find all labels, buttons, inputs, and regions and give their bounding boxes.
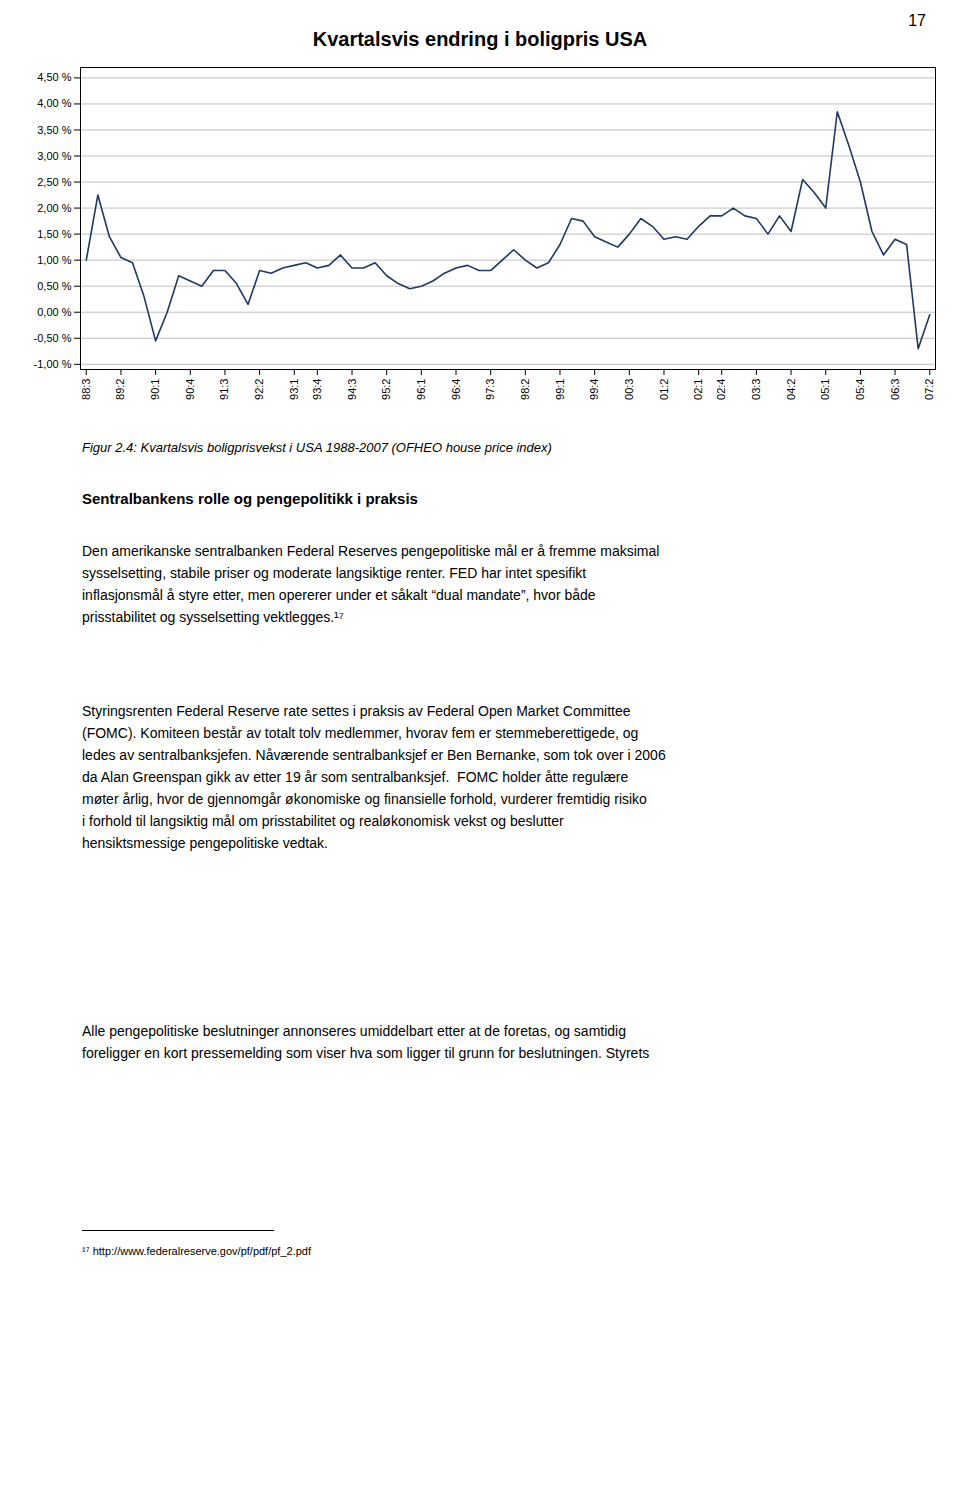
svg-text:96:4: 96:4 [450,379,462,400]
svg-text:05:4: 05:4 [854,379,866,400]
html-text:i forhold til langsiktig mål o: i forhold til langsiktig mål om prisstab… [82,813,564,829]
html-text:Den amerikanske sentralbanken: Den amerikanske sentralbanken Federal Re… [82,543,660,559]
svg-text:97:3: 97:3 [484,379,496,400]
html-text:17: 17 [908,12,926,29]
svg-text:93:4: 93:4 [311,379,323,400]
svg-text:04:2: 04:2 [785,379,797,400]
svg-text:02:4: 02:4 [715,379,727,400]
html-text:Styringsrenten Federal Reserve: Styringsrenten Federal Reserve rate sett… [82,703,631,719]
svg-text:94:3: 94:3 [346,379,358,400]
svg-text:4,50 %: 4,50 % [37,71,71,83]
svg-text:07:2: 07:2 [923,379,935,400]
html-text:foreligger en kort pressemeldi: foreligger en kort pressemelding som vis… [82,1045,650,1061]
svg-text:1,00 %: 1,00 % [37,254,71,266]
html-text:møter årlig, hvor de gjennomgå: møter årlig, hvor de gjennomgår økonomis… [82,791,647,807]
html-text:(FOMC). Komiteen består av tot: (FOMC). Komiteen består av totalt tolv m… [82,725,639,741]
svg-text:-0,50 %: -0,50 % [34,332,72,344]
html-text:Kvartalsvis endring i boligpri: Kvartalsvis endring i boligpris USA [312,28,648,50]
svg-text:90:1: 90:1 [149,379,161,400]
html-text:ledes av sentralbanksjefen. Nå: ledes av sentralbanksjefen. Nåværende se… [82,747,666,763]
svg-text:99:1: 99:1 [554,379,566,400]
svg-text:89:2: 89:2 [114,379,126,400]
svg-text:95:2: 95:2 [380,379,392,400]
svg-text:-1,00 %: -1,00 % [34,358,72,370]
html-text:da Alan Greenspan gikk av ette: da Alan Greenspan gikk av etter 19 år so… [82,769,629,785]
svg-text:96:1: 96:1 [415,379,427,400]
svg-text:3,50 %: 3,50 % [37,124,71,136]
svg-text:02:1: 02:1 [692,379,704,400]
html-text:inflasjonsmål å styre etter, m: inflasjonsmål å styre etter, men operere… [82,587,596,603]
svg-text:00:3: 00:3 [623,379,635,400]
svg-text:93:1: 93:1 [288,379,300,400]
svg-text:4,00 %: 4,00 % [37,97,71,109]
html-text:hensiktsmessige pengepolitiske: hensiktsmessige pengepolitiske vedtak. [82,835,328,851]
html-text:Figur 2.4: Kvartalsvis boligpr: Figur 2.4: Kvartalsvis boligprisvekst i … [82,440,552,455]
svg-text:06:3: 06:3 [889,379,901,400]
svg-text:0,50 %: 0,50 % [37,280,71,292]
svg-text:05:1: 05:1 [819,379,831,400]
svg-text:0,00 %: 0,00 % [37,306,71,318]
svg-text:2,00 %: 2,00 % [37,202,71,214]
svg-text:3,00 %: 3,00 % [37,150,71,162]
html-text:prisstabilitet og sysselsettin: prisstabilitet og sysselsetting vektlegg… [82,609,344,625]
svg-text:88:3: 88:3 [80,379,92,400]
html-text:Sentralbankens rolle og pengep: Sentralbankens rolle og pengepolitikk i … [82,490,418,507]
svg-text:91:3: 91:3 [218,379,230,400]
svg-text:98:2: 98:2 [519,379,531,400]
svg-text:1,50 %: 1,50 % [37,228,71,240]
svg-text:03:3: 03:3 [750,379,762,400]
svg-text:90:4: 90:4 [184,379,196,400]
html-text:sysselsetting, stabile priser: sysselsetting, stabile priser og moderat… [82,565,587,581]
html-text:¹⁷ http://www.federalreserve.g: ¹⁷ http://www.federalreserve.gov/pf/pdf/… [82,1245,311,1257]
html-text:Alle pengepolitiske beslutning: Alle pengepolitiske beslutninger annonse… [82,1023,626,1039]
svg-text:92:2: 92:2 [253,379,265,400]
svg-text:99:4: 99:4 [588,379,600,400]
svg-text:01:2: 01:2 [657,379,669,400]
svg-text:2,50 %: 2,50 % [37,176,71,188]
